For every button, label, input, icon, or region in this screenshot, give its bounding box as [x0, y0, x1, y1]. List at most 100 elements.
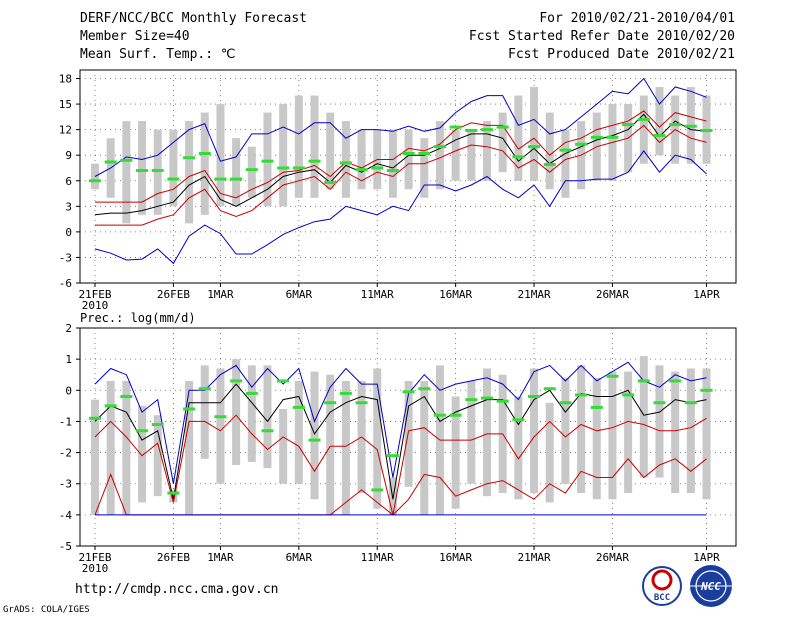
- x-tick-label: 26MAR: [596, 551, 629, 564]
- forecast-period: For 2010/02/21-2010/04/01: [539, 11, 735, 26]
- series-line-min: [94, 150, 707, 265]
- x-year-label: 2010: [82, 562, 109, 575]
- ensemble-box: [185, 121, 194, 224]
- website-url: http://cmdp.ncc.cma.gov.cn: [75, 582, 279, 597]
- ensemble-box: [467, 129, 476, 181]
- ensemble-box: [294, 95, 303, 198]
- ensemble-box: [122, 380, 131, 515]
- ensemble-box: [263, 365, 272, 469]
- series-line-p75: [94, 383, 707, 500]
- observation-mark: [151, 423, 164, 427]
- ensemble-box: [153, 415, 162, 497]
- y-tick-label: 0: [65, 226, 72, 239]
- observation-mark: [543, 387, 556, 391]
- ensemble-box: [200, 365, 209, 459]
- ensemble-box: [577, 365, 586, 494]
- x-tick-label: 1MAR: [207, 288, 234, 301]
- observation-mark: [465, 398, 478, 402]
- ensemble-box: [451, 396, 460, 509]
- observation-mark: [136, 429, 149, 433]
- y-tick-label: 1: [65, 353, 72, 366]
- observation-mark: [512, 155, 525, 159]
- y-tick-label: 12: [59, 124, 72, 137]
- bcc-logo-swirl: [651, 569, 673, 591]
- x-tick-label: 6MAR: [286, 551, 313, 564]
- ensemble-box: [655, 365, 664, 478]
- ensemble-box: [435, 121, 444, 190]
- y-tick-label: 9: [65, 149, 72, 162]
- observation-mark: [167, 177, 180, 181]
- ensemble-box: [341, 380, 350, 515]
- observation-mark: [308, 438, 321, 442]
- y-tick-label: -4: [59, 509, 73, 522]
- ensemble-box: [624, 371, 633, 494]
- ensemble-box: [404, 129, 413, 190]
- ensemble-box: [639, 95, 648, 164]
- observation-mark: [449, 125, 462, 129]
- observation-mark: [151, 169, 164, 173]
- observation-mark: [230, 177, 243, 181]
- ensemble-box: [545, 112, 554, 190]
- forecast-started-date: Fcst Started Refer Date 2010/02/20: [469, 29, 735, 44]
- series-line-mean: [94, 414, 707, 516]
- forecast-produced-date: Fcst Produced Date 2010/02/21: [508, 47, 735, 62]
- observation-mark: [606, 135, 619, 139]
- observation-mark: [418, 387, 431, 391]
- y-tick-label: 15: [59, 98, 72, 111]
- y-tick-label: 0: [65, 384, 72, 397]
- ensemble-box: [420, 138, 429, 198]
- observation-mark: [198, 387, 211, 391]
- observation-mark: [684, 401, 697, 405]
- ensemble-box: [216, 104, 225, 207]
- x-tick-label: 26MAR: [596, 288, 629, 301]
- observation-mark: [637, 379, 650, 383]
- ensemble-box: [326, 374, 335, 515]
- precipitation-panel: Prec.: log(mm/d) -5 -4 -3 -2 -1 0 1 2 21FEB 26FEB 1…: [59, 311, 737, 575]
- observation-mark: [559, 401, 572, 405]
- observation-mark: [198, 151, 211, 155]
- x-tick-label: 11MAR: [361, 288, 394, 301]
- observation-mark: [261, 429, 274, 433]
- ensemble-box: [545, 402, 554, 503]
- ensemble-box: [639, 356, 648, 478]
- observation-mark: [637, 117, 650, 121]
- x-tick-label: 11MAR: [361, 551, 394, 564]
- ensemble-box: [608, 371, 617, 500]
- observation-mark: [104, 404, 117, 408]
- ensemble-box: [388, 129, 397, 198]
- ensemble-box: [514, 95, 523, 181]
- observation-mark: [402, 390, 415, 394]
- observation-mark: [277, 379, 290, 383]
- ensemble-box: [686, 368, 695, 494]
- observation-mark: [496, 125, 509, 129]
- ensemble-box: [373, 368, 382, 509]
- series-line-max: [94, 77, 707, 177]
- ensemble-box: [530, 368, 539, 494]
- x-tick-label: 16MAR: [439, 288, 472, 301]
- observation-mark: [653, 134, 666, 138]
- observation-mark: [261, 159, 274, 163]
- panel2-variable-label: Prec.: log(mm/d): [80, 311, 196, 325]
- observation-mark: [512, 418, 525, 422]
- observation-mark: [606, 374, 619, 378]
- observation-mark: [277, 166, 290, 170]
- x-tick-label: 1APR: [693, 288, 720, 301]
- observation-mark: [386, 169, 399, 173]
- figure-title: DERF/NCC/BCC Monthly Forecast: [80, 11, 307, 26]
- observation-mark: [89, 179, 101, 183]
- x-tick-label: 21FEB: [78, 551, 111, 564]
- observation-mark: [214, 177, 227, 181]
- ensemble-box: [91, 399, 99, 515]
- observation-mark: [402, 151, 415, 155]
- observation-mark: [136, 169, 149, 173]
- ensemble-box: [216, 368, 225, 484]
- ncc-logo-text: NCC: [700, 580, 721, 593]
- ensemble-box: [561, 377, 570, 484]
- ensemble-box: [467, 380, 476, 484]
- observation-mark: [700, 128, 713, 132]
- x-year-label: 2010: [82, 299, 109, 312]
- observation-mark: [324, 401, 337, 405]
- y-tick-label: -3: [59, 478, 72, 491]
- observation-mark: [433, 413, 446, 417]
